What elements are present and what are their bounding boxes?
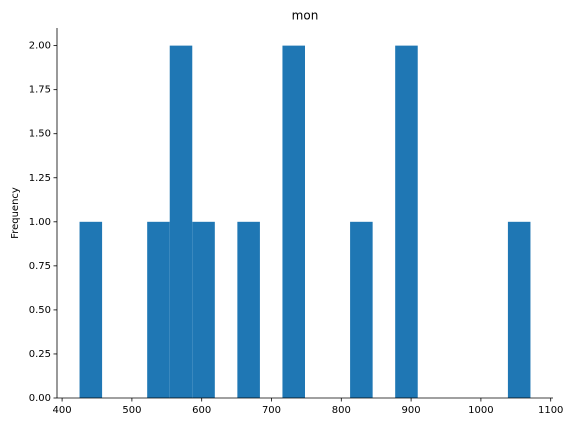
x-tick-label: 1000 [468,405,493,416]
bar [192,221,215,398]
y-tick-label: 0.25 [29,349,51,360]
x-tick-label: 700 [262,405,281,416]
y-tick-label: 1.50 [29,129,51,140]
y-tick-label: 1.75 [29,85,51,96]
y-tick-label: 0.75 [29,261,51,272]
y-tick-label: 1.00 [29,217,51,228]
bar [395,45,418,398]
bar [169,45,193,398]
x-tick-label: 500 [122,405,141,416]
x-tick-label: 1100 [538,405,563,416]
bar [237,221,260,398]
y-tick-label: 0.50 [29,305,51,316]
bar [79,221,103,398]
bar [507,221,531,398]
x-tick-label: 600 [192,405,211,416]
x-tick-label: 900 [402,405,421,416]
y-axis-label: Frequency [10,187,21,239]
y-tick-label: 1.25 [29,173,51,184]
bar [350,221,373,398]
chart-title: mon [292,9,319,23]
x-tick-label: 400 [53,405,72,416]
x-tick-label: 800 [332,405,351,416]
y-tick-label: 2.00 [29,41,51,52]
y-tick-label: 0.00 [29,393,51,404]
bar [147,221,170,398]
bar [282,45,305,398]
